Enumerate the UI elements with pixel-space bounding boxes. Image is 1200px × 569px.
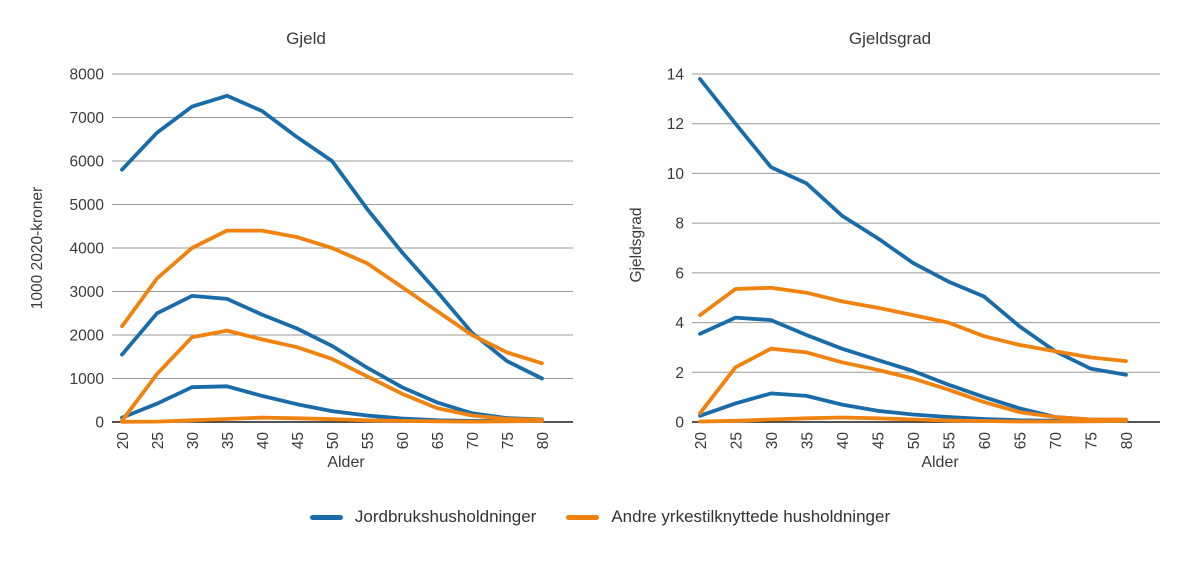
legend-item-andre-husholdninger: Andre yrkestilknyttede husholdninger [566,507,890,527]
series-orange-3 [120,415,544,424]
legend-swatch-orange-icon [566,514,600,520]
legend-label-andre-husholdninger: Andre yrkestilknyttede husholdninger [611,507,891,526]
x-axis-label-gjeld: Alder [327,454,365,471]
y-tick-label: 12 [667,116,684,133]
x-tick-label: 30 [764,432,781,450]
x-tick-label: 65 [1013,432,1030,449]
y-tick-label: 8 [675,216,684,233]
x-tick-label: 60 [977,432,994,450]
series-blue-1 [120,93,544,381]
series-orange-2 [698,346,1128,422]
series-orange-3 [698,415,1128,424]
x-tick-label: 50 [906,432,923,450]
x-tick-label: 40 [835,432,852,450]
y-tick-label: 10 [667,166,685,183]
y-tick-label: 8000 [70,67,105,84]
series-orange-2 [120,328,544,423]
x-tick-label: 35 [220,432,237,449]
x-tick-label: 60 [395,432,412,450]
x-tick-label: 65 [430,432,447,449]
x-tick-label: 30 [185,432,202,450]
series-orange-1 [120,228,544,366]
x-tick-label: 70 [465,432,482,450]
y-tick-label: 0 [95,415,104,432]
y-tick-label: 2000 [70,328,105,345]
y-tick-label: 2 [675,365,684,382]
x-tick-label: 50 [325,432,342,450]
x-tick-label: 55 [942,432,959,449]
x-tick-label: 70 [1048,432,1065,450]
y-tick-label: 5000 [70,197,105,214]
x-tick-label: 40 [255,432,272,450]
x-tick-label: 55 [360,432,377,449]
x-tick-label: 75 [1084,432,1101,449]
legend-label-jordbrukshusholdninger: Jordbrukshusholdninger [354,507,537,526]
chart-title-gjeld: Gjeld [286,29,326,48]
x-tick-label: 20 [115,432,132,450]
x-tick-label: 45 [871,432,888,449]
y-tick-label: 4000 [70,241,105,258]
y-tick-label: 4 [675,315,684,332]
y-tick-label: 6 [675,265,684,282]
x-tick-label: 35 [800,432,817,449]
x-tick-label: 80 [535,432,552,450]
y-tick-label: 14 [667,67,685,84]
x-tick-label: 20 [693,432,710,450]
series-blue-2 [698,315,1128,423]
x-axis-label-gjeldsgrad: Alder [921,454,959,471]
x-tick-label: 25 [729,432,746,449]
series-orange-1 [698,285,1128,364]
y-tick-label: 7000 [70,110,105,127]
x-tick-label: 80 [1119,432,1136,450]
legend-swatch-blue-icon [309,514,343,520]
y-tick-label: 6000 [70,154,105,171]
legend-item-jordbrukshusholdninger: Jordbrukshusholdninger [309,507,537,527]
series-blue-2 [120,293,544,422]
x-tick-label: 45 [290,432,307,449]
x-tick-label: 25 [150,432,167,449]
x-tick-label: 75 [500,432,517,449]
y-tick-label: 0 [675,415,684,432]
y-tick-label: 3000 [70,284,105,301]
legend: Jordbrukshusholdninger Andre yrkestilkny… [0,507,1200,527]
chart-title-gjeldsgrad: Gjeldsgrad [848,29,932,48]
y-tick-label: 1000 [70,371,105,388]
